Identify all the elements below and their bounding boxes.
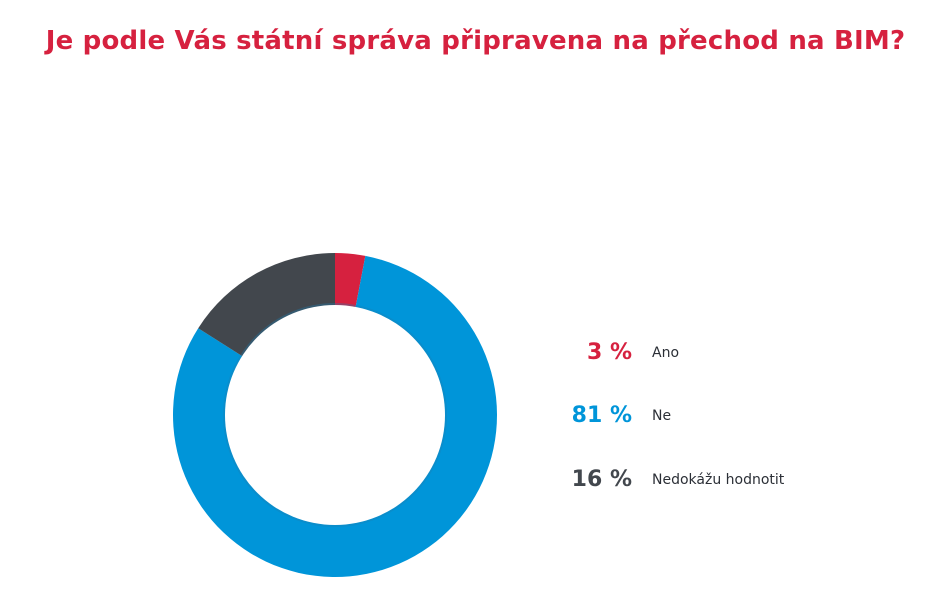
donut-hole xyxy=(225,305,445,525)
legend-label-ano: Ano xyxy=(652,345,680,361)
legend-label-ne: Ne xyxy=(652,408,672,424)
legend-value-ne: 81 % xyxy=(571,403,632,428)
legend-item-ne: 81 % Ne xyxy=(560,398,880,434)
legend-value-nedokazu-hodnotit: 16 % xyxy=(571,467,632,492)
legend-value-ano: 3 % xyxy=(586,340,632,365)
chart-title: Je podle Vás státní správa připravena na… xyxy=(45,26,906,56)
legend-label-nedokazu-hodnotit: Nedokážu hodnotit xyxy=(652,472,785,488)
donut-chart xyxy=(172,253,497,578)
legend-item-nedokazu-hodnotit: 16 % Nedokážu hodnotit xyxy=(560,462,880,498)
legend-item-ano: 3 % Ano xyxy=(560,335,880,371)
